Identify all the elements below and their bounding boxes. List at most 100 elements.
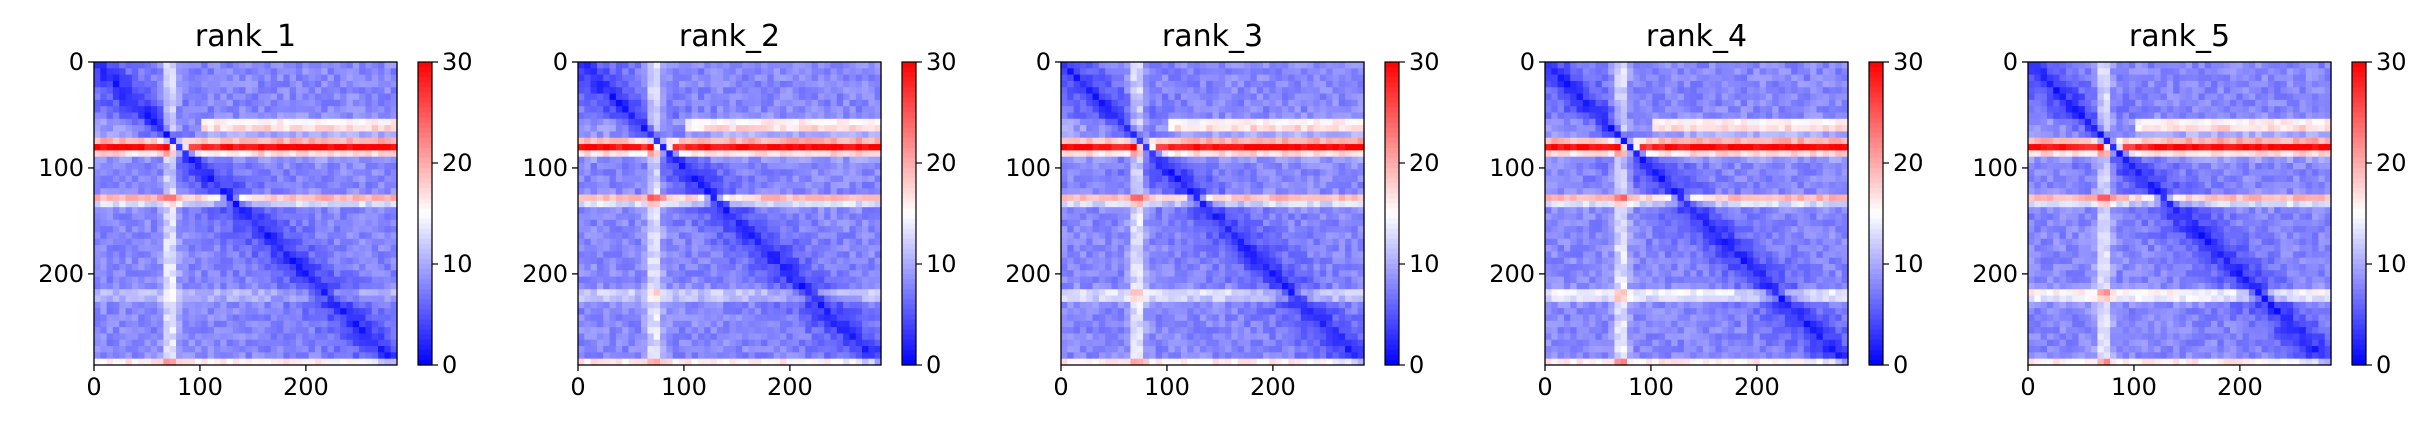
colorbar-segment	[418, 198, 432, 204]
heatmap-cell	[849, 99, 857, 107]
heatmap-cell	[578, 251, 585, 259]
heatmap-cell	[773, 213, 781, 221]
heatmap-cell	[1067, 62, 1075, 69]
heatmap-cell	[289, 68, 297, 76]
heatmap-cell	[321, 219, 329, 227]
heatmap-cell	[163, 169, 171, 177]
heatmap-cell	[855, 314, 863, 322]
heatmap-cell	[182, 358, 190, 366]
heatmap-cell	[207, 62, 215, 69]
heatmap-cell	[150, 276, 158, 284]
heatmap-cell	[773, 289, 781, 297]
heatmap-cell	[201, 282, 209, 290]
heatmap-cell	[125, 346, 133, 353]
heatmap-cell	[723, 194, 731, 202]
heatmap-cell	[1130, 74, 1138, 82]
heatmap-cell	[232, 346, 240, 353]
heatmap-cell	[277, 270, 284, 278]
colorbar-segment	[418, 213, 432, 220]
heatmap-cell	[182, 125, 190, 133]
heatmap-cell	[125, 175, 133, 183]
heatmap-cell	[258, 87, 266, 95]
heatmap-cell	[817, 194, 825, 202]
heatmap-cell	[653, 99, 661, 107]
heatmap-cell	[182, 93, 190, 101]
heatmap-cell	[264, 339, 272, 347]
heatmap-cell	[327, 301, 335, 309]
heatmap-cell	[176, 251, 183, 259]
colorbar-segment	[418, 279, 432, 285]
heatmap-cell	[321, 308, 329, 316]
heatmap-cell	[213, 327, 221, 335]
heatmap-cell	[786, 327, 794, 335]
heatmap-cell	[314, 251, 322, 259]
heatmap-cell	[653, 270, 661, 278]
heatmap-cell	[245, 232, 253, 240]
heatmap-cell	[584, 181, 592, 189]
heatmap-cell	[786, 257, 794, 265]
heatmap-cell	[1143, 68, 1150, 76]
heatmap-cell	[767, 125, 775, 133]
heatmap-cell	[584, 99, 592, 107]
heatmap-cell	[634, 270, 642, 278]
heatmap-cell	[805, 181, 813, 189]
heatmap-cell	[365, 106, 373, 114]
heatmap-cell	[390, 137, 398, 145]
heatmap-cell	[660, 118, 667, 126]
heatmap-cell	[321, 87, 329, 95]
heatmap-cell	[119, 163, 127, 170]
heatmap-cell	[761, 194, 768, 202]
heatmap-cell	[855, 226, 863, 234]
heatmap-cell	[106, 188, 114, 196]
heatmap-cell	[811, 327, 819, 335]
heatmap-cell	[239, 137, 247, 145]
heatmap-cell	[761, 358, 768, 366]
heatmap-cell	[340, 169, 348, 177]
heatmap-cell	[641, 226, 649, 234]
heatmap-cell	[780, 93, 787, 101]
heatmap-cell	[333, 131, 341, 139]
heatmap-cell	[182, 219, 190, 227]
heatmap-cell	[780, 219, 787, 227]
heatmap-cell	[830, 257, 838, 265]
heatmap-cell	[232, 219, 240, 227]
heatmap-cell	[277, 175, 284, 183]
heatmap-cell	[855, 207, 863, 215]
heatmap-cell	[609, 264, 617, 271]
heatmap-cell	[378, 87, 385, 95]
heatmap-cell	[119, 264, 127, 271]
heatmap-cell	[672, 144, 680, 151]
heatmap-cell	[352, 282, 360, 290]
heatmap-cell	[1256, 62, 1264, 69]
heatmap-cell	[352, 314, 360, 322]
heatmap-cell	[596, 62, 604, 69]
heatmap-cell	[1180, 80, 1188, 88]
heatmap-cell	[94, 137, 101, 145]
heatmap-cell	[697, 295, 705, 303]
heatmap-cell	[195, 131, 202, 139]
heatmap-cell	[780, 137, 787, 145]
heatmap-cell	[321, 226, 329, 234]
heatmap-cell	[628, 163, 636, 170]
heatmap-cell	[584, 194, 592, 202]
colorbar-segment	[418, 97, 432, 103]
heatmap-cell	[855, 156, 863, 164]
heatmap-cell	[679, 80, 686, 88]
heatmap-cell	[773, 156, 781, 164]
heatmap-cell	[855, 118, 863, 126]
heatmap-cell	[824, 106, 832, 114]
heatmap-cell	[672, 346, 680, 353]
heatmap-cell	[697, 80, 705, 88]
heatmap-cell	[634, 106, 642, 114]
heatmap-cell	[352, 188, 360, 196]
heatmap-cell	[596, 327, 604, 335]
heatmap-cell	[232, 74, 240, 82]
heatmap-cell	[314, 118, 322, 126]
heatmap-cell	[340, 333, 348, 341]
heatmap-cell	[723, 175, 731, 183]
heatmap-cell	[761, 118, 768, 126]
heatmap-cell	[590, 87, 598, 95]
heatmap-cell	[346, 308, 354, 316]
